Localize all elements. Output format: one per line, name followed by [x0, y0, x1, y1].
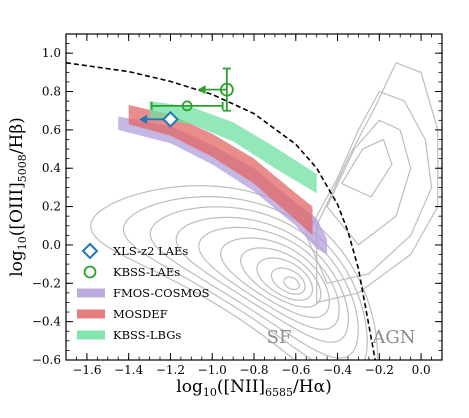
annotation-layer: SF AGN: [267, 327, 416, 348]
legend-marker-band: [77, 288, 105, 298]
band-mosdef: [128, 105, 313, 236]
x-tick-label: 0.0: [412, 363, 431, 377]
sf-contour: [283, 276, 300, 291]
sf-contour: [220, 237, 330, 319]
agn-contour: [305, 90, 433, 284]
legend-label: KBSS-LBGs: [113, 328, 181, 342]
y-tick-label: 0.2: [42, 200, 61, 214]
limit-arrow-head: [197, 85, 206, 95]
demarcation-curve: [66, 62, 376, 360]
x-tick-label: −0.8: [239, 363, 268, 377]
band-kbss-lbgs: [149, 101, 317, 194]
sf-contour: [198, 226, 340, 331]
sf-contour: [256, 257, 313, 301]
y-tick-label: −0.4: [32, 315, 62, 329]
sf-contour: [175, 216, 350, 343]
legend-marker-circle: [83, 265, 97, 279]
x-tick-label: −1.0: [198, 363, 227, 377]
band-fmos-cosmos: [118, 116, 328, 255]
legend-marker-band: [77, 330, 105, 340]
x-tick-label: −1.4: [114, 363, 144, 377]
legend-marker-diamond: [81, 242, 99, 260]
sf-contour: [122, 195, 368, 360]
contour-layer: [89, 62, 439, 360]
region-label-agn: AGN: [371, 327, 415, 348]
sf-contour: [240, 247, 322, 308]
curve-layer: [66, 62, 376, 360]
sf-contour: [89, 185, 379, 360]
agn-contour: [341, 138, 393, 198]
x-tick-label: −1.2: [156, 363, 185, 377]
ticks: −1.6 −1.4 −1.2 −1.0 −0.8 −0.6 −0.4 −0.2 0.0−0.6−…: [32, 33, 443, 377]
point-layer: [139, 67, 234, 128]
region-label-sf: SF: [267, 327, 292, 348]
agn-contour: [326, 119, 412, 246]
legend: XLS-z2 LAEs KBSS-LAEs FMOS-COSMOS MOSDEF KBS…: [77, 242, 210, 342]
y-tick-label: 0.6: [42, 123, 61, 137]
xls-laes-point: [162, 110, 179, 128]
x-tick-label: −0.6: [281, 363, 310, 377]
sf-contour: [270, 267, 306, 295]
y-tick-label: 0.0: [42, 238, 61, 252]
legend-label: XLS-z2 LAEs: [113, 244, 188, 258]
y-tick-label: 0.8: [42, 85, 61, 99]
sf-contour: [149, 206, 359, 359]
x-axis-label: log10([NII]6585/Hα): [176, 377, 331, 399]
limit-arrow-head: [139, 114, 148, 124]
legend-label: MOSDEF: [113, 307, 168, 321]
legend-label: FMOS-COSMOS: [113, 286, 210, 300]
y-tick-label: 1.0: [42, 46, 61, 60]
kbss-laes-point: [219, 82, 234, 97]
y-tick-label: −0.2: [32, 276, 61, 290]
y-tick-label: −0.6: [32, 353, 61, 367]
x-tick-label: −0.4: [323, 363, 353, 377]
x-tick-label: −1.6: [72, 363, 101, 377]
y-tick-label: 0.4: [42, 161, 61, 175]
x-tick-label: −0.2: [365, 363, 394, 377]
legend-marker-band: [77, 309, 105, 319]
kbss-laes-point: [181, 100, 193, 112]
legend-label: KBSS-LAEs: [113, 265, 180, 279]
band-layer: [118, 101, 328, 255]
y-axis-label: log10([OIII]5008/Hβ): [7, 117, 29, 277]
